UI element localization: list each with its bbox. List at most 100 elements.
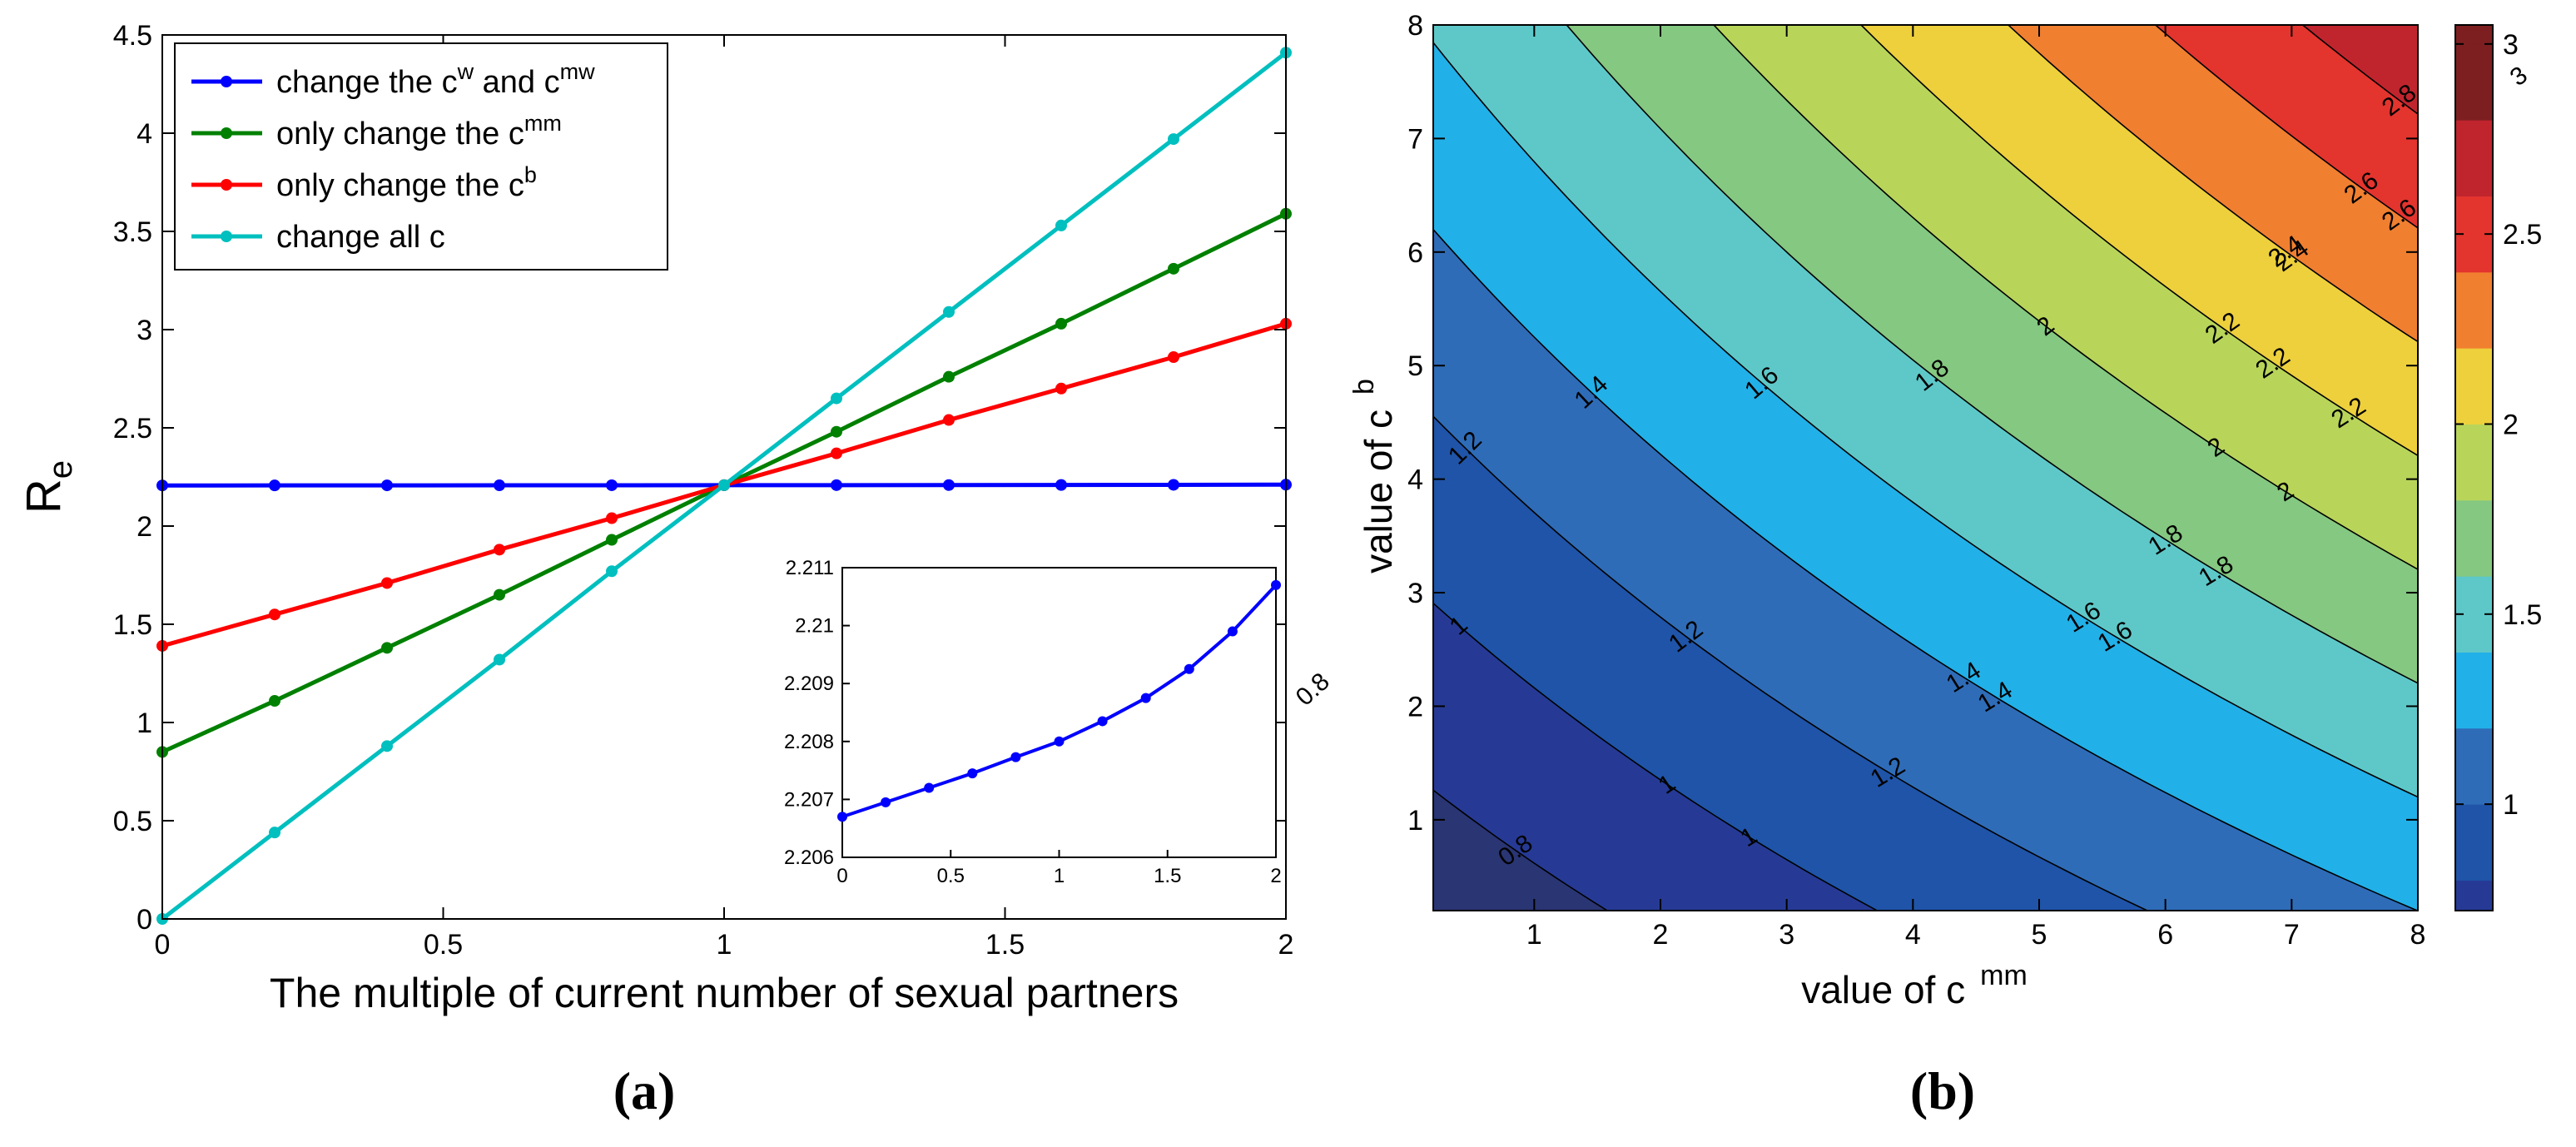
series-point-0-9 xyxy=(1168,479,1179,491)
contour-line-0 xyxy=(1433,789,1609,911)
inset-series-point xyxy=(1271,579,1281,590)
x-tick-label: 3 xyxy=(1779,919,1794,951)
contour-line-6 xyxy=(1713,25,2418,570)
series-point-1-1 xyxy=(269,695,280,708)
series-point-3-8 xyxy=(1055,219,1067,231)
series-point-3-9 xyxy=(1168,133,1179,146)
colorbar-segment xyxy=(2455,25,2493,45)
contour-line-9 xyxy=(2154,25,2418,229)
panel-b-tick-labels: 1 2 3 4 5 6 7 8 1 2 3 4 5 6 7 8 xyxy=(1407,10,2425,951)
panel-a-ylabel: Re xyxy=(17,460,79,514)
panel-a-tick-labels: 0 0.5 1 1.5 2 0 0.5 1 1.5 2 2.5 3 3.5 4 4.5 xyxy=(113,20,1294,961)
contour-line-3 xyxy=(1433,229,2418,911)
contour-band-9 xyxy=(2008,25,2418,343)
contour-line-4 xyxy=(1433,42,2418,798)
series-point-3-3 xyxy=(494,653,505,666)
y-tick-label: 1.5 xyxy=(113,609,152,641)
y-tick-label: 8 xyxy=(1407,10,1423,42)
inset-series-point xyxy=(967,768,978,779)
x-tick-label: 0.5 xyxy=(424,929,463,961)
y-tick-label: 3.5 xyxy=(113,216,152,248)
panel-a-axes xyxy=(161,34,1287,920)
y-tick-label: 7 xyxy=(1407,123,1423,155)
series-point-0-1 xyxy=(269,479,280,492)
colorbar-segment xyxy=(2455,424,2493,501)
series-point-0-3 xyxy=(494,479,505,492)
panel-a-ylabel-main: R xyxy=(17,479,71,514)
svg-text:value of cb: value of c b xyxy=(1348,379,1400,574)
y-tick-label: 6 xyxy=(1407,237,1423,269)
panel-a-label: (a) xyxy=(613,1061,676,1120)
colorbar-segment xyxy=(2455,727,2493,805)
y-tick-label: 1 xyxy=(136,708,152,739)
series-point-2-4 xyxy=(606,512,618,524)
panel-b-axes xyxy=(1432,24,2419,911)
legend-entry-3: change all c xyxy=(276,220,445,255)
series-point-0-6 xyxy=(831,479,842,491)
legend-entry-superscript: w xyxy=(457,59,474,84)
y-tick-label: 4.5 xyxy=(113,20,152,52)
x-tick-label: 6 xyxy=(2157,919,2173,951)
colorbar-segment xyxy=(2455,880,2493,911)
colorbar-segment xyxy=(2455,499,2493,577)
series-point-0-7 xyxy=(943,479,955,491)
inset-x-tick-label: 2 xyxy=(1270,865,1281,887)
inset-y-tick-label: 2.211 xyxy=(786,557,834,579)
inset-series-point xyxy=(1227,626,1238,637)
colorbar-segment xyxy=(2455,43,2493,121)
panel-a-inset-chart: 0 0.5 1 1.5 2 2.206 2.207 2.208 2.209 2.21 2.211 xyxy=(784,557,1282,887)
inset-x-tick-label: 1.5 xyxy=(1154,865,1181,887)
contour-band-8 xyxy=(1860,25,2418,456)
legend-entry-text: only change the c xyxy=(276,117,524,151)
inset-y-tick-label: 2.208 xyxy=(784,731,834,753)
legend-entry-1: only change the cmm xyxy=(276,111,562,151)
x-tick-label: 8 xyxy=(2410,919,2426,951)
y-tick-label: 1 xyxy=(1407,805,1423,837)
contour-line-8 xyxy=(2007,25,2418,343)
series-point-2-3 xyxy=(494,544,505,556)
series-point-3-6 xyxy=(831,392,842,405)
colorbar-tick-label: 2.5 xyxy=(2503,219,2542,251)
y-tick-label: 4 xyxy=(136,118,152,150)
colorbar-frame xyxy=(2454,24,2494,911)
legend-entry-superscript: mw xyxy=(560,59,595,84)
y-tick-label: 0.5 xyxy=(113,806,152,837)
series-point-1-3 xyxy=(494,588,505,601)
y-tick-label: 0 xyxy=(136,904,152,936)
panel-a-series-layer xyxy=(156,47,1292,925)
y-tick-label: 5 xyxy=(1407,350,1423,382)
panel-b-ylabel: value of c b xyxy=(1348,379,1400,574)
contour-band-0 xyxy=(1433,789,1609,911)
series-point-3-5 xyxy=(718,479,730,491)
contour-band-10 xyxy=(2154,25,2418,229)
inset-x-tick-label: 0.5 xyxy=(937,865,965,887)
legend-entry-text: and c xyxy=(474,65,560,100)
series-point-2-1 xyxy=(269,608,280,621)
inset-y-tick-label: 2.209 xyxy=(784,673,834,695)
inset-series-point xyxy=(1054,736,1065,747)
series-point-2-6 xyxy=(831,447,842,459)
colorbar-segment xyxy=(2455,804,2493,881)
contour-line-7 xyxy=(1859,25,2418,456)
colorbar-tick-label: 2 xyxy=(2503,409,2519,440)
legend-entry-2: only change the cb xyxy=(276,162,537,203)
x-tick-label: 1 xyxy=(1526,919,1542,951)
series-point-2-7 xyxy=(943,414,955,426)
y-tick-label: 4 xyxy=(1407,464,1423,496)
series-point-2-8 xyxy=(1055,382,1067,395)
series-point-2-2 xyxy=(381,577,393,589)
panel-b-label: (b) xyxy=(1910,1061,1975,1120)
panel-b-contour-chart: 1.211.4 1.6 1.82 2.22.42.62.830.81.211.41.6… xyxy=(1291,10,2542,1120)
series-point-1-4 xyxy=(606,534,618,546)
series-point-3-1 xyxy=(269,827,280,839)
panel-b-colorbar: 1 1.5 2 2.5 3 xyxy=(2454,24,2542,911)
inset-y-tick-label: 2.21 xyxy=(795,615,834,638)
panel-b-xlabel-sup: mm xyxy=(1980,960,2028,991)
legend-swatch-marker xyxy=(221,76,232,87)
contour-label: 3 xyxy=(2505,62,2533,92)
inset-series-point xyxy=(1140,693,1151,703)
x-tick-label: 4 xyxy=(1905,919,1921,951)
inset-y-tick-label: 2.206 xyxy=(784,847,834,869)
x-tick-label: 2 xyxy=(1278,929,1294,961)
